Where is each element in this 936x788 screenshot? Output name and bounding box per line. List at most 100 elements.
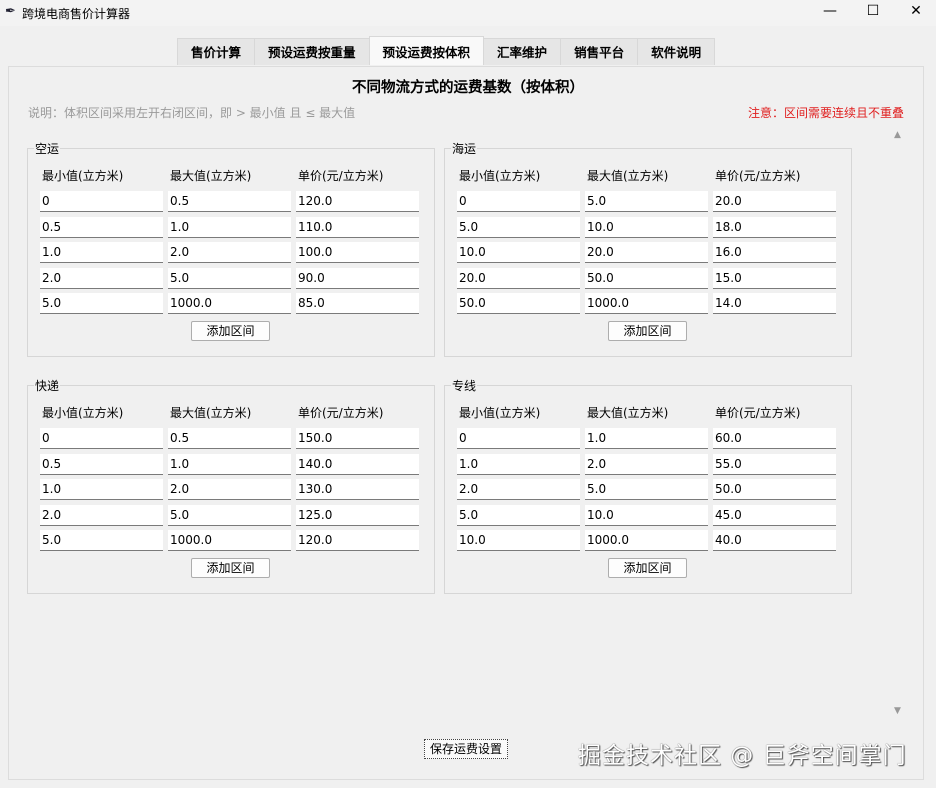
max-value-input[interactable]: 1000.0	[168, 530, 291, 551]
column-header: 最大值(立方米)	[587, 169, 669, 183]
max-value-input[interactable]: 1.0	[168, 453, 291, 475]
unit-price-input[interactable]: 140.0	[296, 453, 419, 475]
min-value-input[interactable]: 1.0	[40, 479, 163, 500]
scroll-up-icon[interactable]: ▲	[894, 130, 901, 140]
max-value-input[interactable]: 5.0	[168, 504, 291, 526]
min-value-input[interactable]: 5.0	[457, 504, 580, 526]
min-value-input[interactable]: 5.0	[40, 530, 163, 551]
unit-price-input[interactable]: 85.0	[296, 293, 419, 314]
min-value-input[interactable]: 0.5	[40, 216, 163, 238]
unit-price-input[interactable]: 40.0	[713, 530, 836, 551]
tab-price-calc[interactable]: 售价计算	[177, 38, 256, 65]
max-value-input[interactable]: 5.0	[585, 191, 708, 212]
unit-price-input[interactable]: 55.0	[713, 453, 836, 475]
column-header: 最小值(立方米)	[42, 406, 124, 420]
add-interval-button[interactable]: 添加区间	[191, 321, 270, 341]
max-value-input[interactable]: 10.0	[585, 216, 708, 238]
unit-price-input[interactable]: 45.0	[713, 504, 836, 526]
min-value-input[interactable]: 0	[457, 191, 580, 212]
unit-price-input[interactable]: 125.0	[296, 504, 419, 526]
add-interval-button[interactable]: 添加区间	[608, 558, 687, 578]
tab-bar: 售价计算 预设运费按重量 预设运费按体积 汇率维护 销售平台 软件说明	[177, 36, 716, 66]
min-value-input[interactable]: 0.5	[40, 453, 163, 475]
max-value-input[interactable]: 0.5	[168, 191, 291, 212]
tab-shipping-weight[interactable]: 预设运费按重量	[254, 38, 370, 65]
unit-price-input[interactable]: 20.0	[713, 191, 836, 212]
unit-price-input[interactable]: 100.0	[296, 242, 419, 263]
close-button[interactable]: ✕	[910, 3, 922, 19]
unit-price-input[interactable]: 150.0	[296, 428, 419, 449]
min-value-input[interactable]: 5.0	[40, 293, 163, 314]
min-value-input[interactable]: 2.0	[40, 267, 163, 289]
unit-price-input[interactable]: 130.0	[296, 479, 419, 500]
max-value-input[interactable]: 10.0	[585, 504, 708, 526]
max-value-input[interactable]: 1000.0	[585, 293, 708, 314]
add-interval-button[interactable]: 添加区间	[608, 321, 687, 341]
max-value-input[interactable]: 1.0	[585, 428, 708, 449]
group-label: 空运	[34, 140, 61, 157]
unit-price-input[interactable]: 14.0	[713, 293, 836, 314]
column-header: 最大值(立方米)	[170, 169, 252, 183]
column-header: 单价(元/立方米)	[298, 406, 384, 420]
maximize-button[interactable]: ☐	[866, 3, 880, 19]
max-value-input[interactable]: 20.0	[585, 242, 708, 263]
min-value-input[interactable]: 1.0	[40, 242, 163, 263]
interval-note: 说明：体积区间采用左开右闭区间，即 > 最小值 且 ≤ 最大值	[28, 106, 356, 120]
min-value-input[interactable]: 10.0	[457, 242, 580, 263]
column-header: 最小值(立方米)	[42, 169, 124, 183]
max-value-input[interactable]: 2.0	[168, 242, 291, 263]
scroll-down-icon[interactable]: ▼	[894, 706, 901, 716]
min-value-input[interactable]: 10.0	[457, 530, 580, 551]
max-value-input[interactable]: 5.0	[168, 267, 291, 289]
max-value-input[interactable]: 1000.0	[585, 530, 708, 551]
title-bar: ✒ 跨境电商售价计算器 — ☐ ✕	[0, 0, 936, 26]
unit-price-input[interactable]: 110.0	[296, 216, 419, 238]
min-value-input[interactable]: 50.0	[457, 293, 580, 314]
unit-price-input[interactable]: 50.0	[713, 479, 836, 500]
window-title: 跨境电商售价计算器	[22, 7, 131, 21]
max-value-input[interactable]: 2.0	[168, 479, 291, 500]
add-interval-button[interactable]: 添加区间	[191, 558, 270, 578]
minimize-button[interactable]: —	[823, 3, 837, 19]
group-label: 快递	[34, 377, 61, 394]
save-shipping-button[interactable]: 保存运费设置	[424, 739, 508, 759]
tab-software-info[interactable]: 软件说明	[637, 38, 716, 65]
page-title: 不同物流方式的运费基数（按体积）	[352, 80, 584, 96]
min-value-input[interactable]: 20.0	[457, 267, 580, 289]
warning-text: 注意：区间需要连续且不重叠	[747, 106, 904, 120]
tab-sales-platform[interactable]: 销售平台	[560, 38, 639, 65]
group-label: 专线	[451, 377, 478, 394]
shipping-group-frame: 空运 最小值(立方米) 最大值(立方米) 单价(元/立方米) 0 0.5 120.0 0.5 1…	[27, 140, 435, 357]
tab-shipping-volume[interactable]: 预设运费按体积	[368, 36, 485, 65]
unit-price-input[interactable]: 120.0	[296, 530, 419, 551]
content-panel	[8, 66, 924, 780]
max-value-input[interactable]: 1000.0	[168, 293, 291, 314]
min-value-input[interactable]: 0	[40, 428, 163, 449]
max-value-input[interactable]: 0.5	[168, 428, 291, 449]
max-value-input[interactable]: 50.0	[585, 267, 708, 289]
min-value-input[interactable]: 0	[40, 191, 163, 212]
unit-price-input[interactable]: 15.0	[713, 267, 836, 289]
min-value-input[interactable]: 5.0	[457, 216, 580, 238]
unit-price-input[interactable]: 60.0	[713, 428, 836, 449]
min-value-input[interactable]: 2.0	[40, 504, 163, 526]
shipping-group-frame: 专线 最小值(立方米) 最大值(立方米) 单价(元/立方米) 0 1.0 60.0 1.0 2.…	[444, 377, 852, 594]
min-value-input[interactable]: 0	[457, 428, 580, 449]
column-header: 最大值(立方米)	[170, 406, 252, 420]
min-value-input[interactable]: 1.0	[457, 453, 580, 475]
unit-price-input[interactable]: 90.0	[296, 267, 419, 289]
max-value-input[interactable]: 5.0	[585, 479, 708, 500]
watermark: 掘金技术社区 @ 巨斧空间掌门	[578, 743, 907, 769]
vertical-scrollbar[interactable]: ▲ ▼	[891, 128, 907, 720]
shipping-group-frame: 海运 最小值(立方米) 最大值(立方米) 单价(元/立方米) 0 5.0 20.0 5.0 10…	[444, 140, 852, 357]
min-value-input[interactable]: 2.0	[457, 479, 580, 500]
unit-price-input[interactable]: 16.0	[713, 242, 836, 263]
max-value-input[interactable]: 2.0	[585, 453, 708, 475]
tab-exchange-rate[interactable]: 汇率维护	[483, 38, 562, 65]
unit-price-input[interactable]: 18.0	[713, 216, 836, 238]
column-header: 最小值(立方米)	[459, 169, 541, 183]
column-header: 最小值(立方米)	[459, 406, 541, 420]
unit-price-input[interactable]: 120.0	[296, 191, 419, 212]
column-header: 单价(元/立方米)	[715, 406, 801, 420]
max-value-input[interactable]: 1.0	[168, 216, 291, 238]
